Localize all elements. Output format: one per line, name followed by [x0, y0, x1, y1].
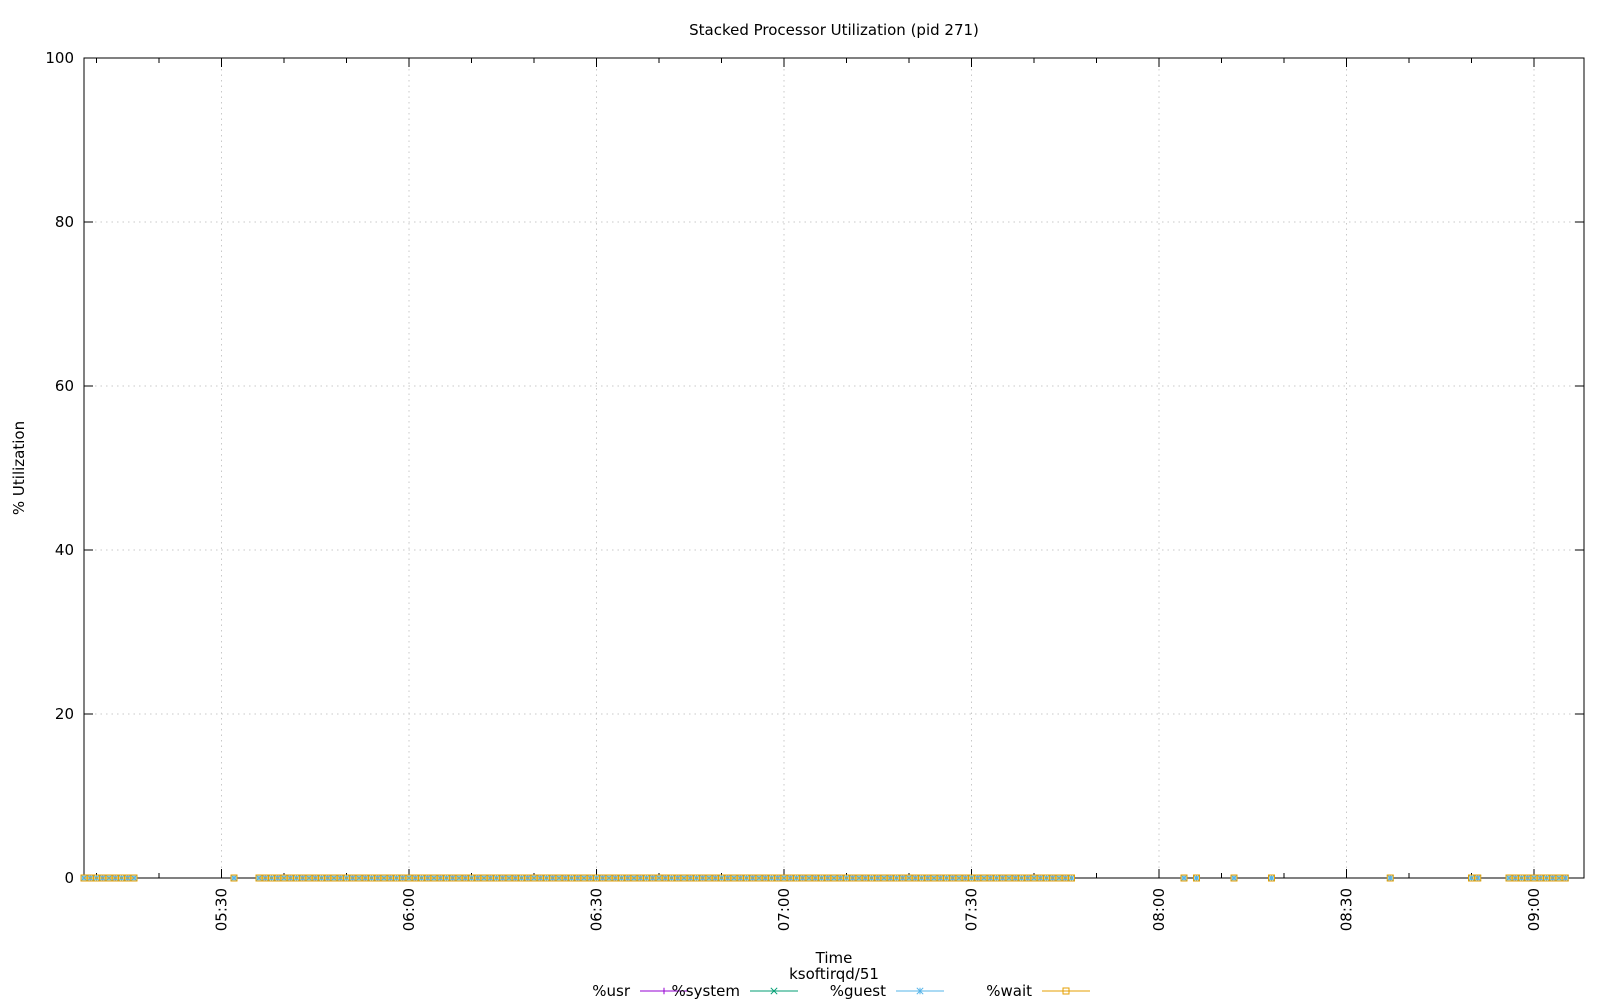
series-layer: [80, 874, 1569, 882]
y-tick-label: 20: [55, 705, 74, 723]
tick-layer: 0 20 40 60 80 100 05:30 06:00 06:30 07:00 07:30 08:…: [45, 49, 1584, 931]
y-tick-label: 40: [55, 541, 74, 559]
x-tick-label: 08:30: [1338, 888, 1356, 931]
plot-frame: [83, 57, 1585, 879]
x-tick-label: 06:00: [400, 888, 418, 931]
wait-point: [1180, 874, 1188, 882]
x-tick-label: 06:30: [588, 888, 606, 931]
y-tick-label: 80: [55, 213, 74, 231]
usr-point: [660, 987, 668, 995]
legend-label-guest: %guest: [830, 982, 886, 1000]
guest-point: [1386, 874, 1394, 882]
guest-point: [230, 874, 238, 882]
system-point: [770, 987, 778, 995]
wait-point: [1230, 874, 1238, 882]
x-tick-label: 09:00: [1525, 888, 1543, 931]
wait-point: [230, 874, 238, 882]
wait-point: [1193, 874, 1200, 882]
y-tick-label: 60: [55, 377, 74, 395]
guest-point: [1267, 874, 1276, 882]
legend-label-system: %system: [672, 982, 740, 1000]
guest-point: [1230, 874, 1238, 882]
y-axis-label: % Utilization: [10, 421, 28, 515]
series-wait: [80, 874, 1569, 882]
x-axis-label: Time: [815, 949, 853, 967]
wait-point: [1062, 987, 1070, 995]
x-tick-label: 05:30: [213, 888, 231, 931]
y-tick-label: 100: [45, 49, 74, 67]
guest-point: [1180, 874, 1188, 882]
wait-point: [1474, 874, 1482, 882]
chart-subtitle: ksoftirqd/51: [789, 965, 879, 983]
legend-label-usr: %usr: [592, 982, 631, 1000]
wait-point: [130, 874, 138, 882]
x-tick-label: 08:00: [1150, 888, 1168, 931]
chart-title: Stacked Processor Utilization (pid 271): [689, 21, 979, 39]
grid-layer: [84, 58, 1584, 878]
wait-point: [1268, 874, 1275, 882]
x-tick-label: 07:00: [775, 888, 793, 931]
guest-point: [1192, 874, 1201, 882]
x-tick-label: 07:30: [963, 888, 981, 931]
wait-point: [1068, 874, 1075, 882]
legend: %usr %system %guest %wait: [592, 982, 1090, 1000]
y-tick-label: 0: [64, 869, 74, 887]
wait-point: [1386, 874, 1394, 882]
guest-point: [916, 987, 924, 995]
wait-point: [1561, 874, 1569, 882]
legend-label-wait: %wait: [986, 982, 1032, 1000]
